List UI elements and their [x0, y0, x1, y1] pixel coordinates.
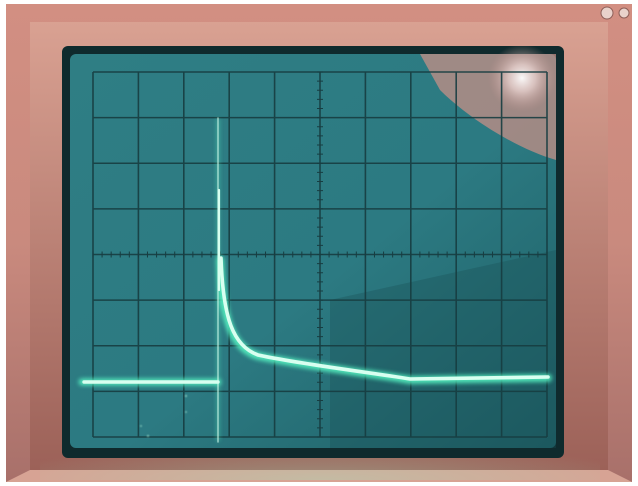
- glare-reflection: [488, 44, 556, 112]
- waveform-trace: [78, 117, 552, 443]
- screw-icon: [600, 6, 630, 20]
- crt-screen: [70, 44, 556, 448]
